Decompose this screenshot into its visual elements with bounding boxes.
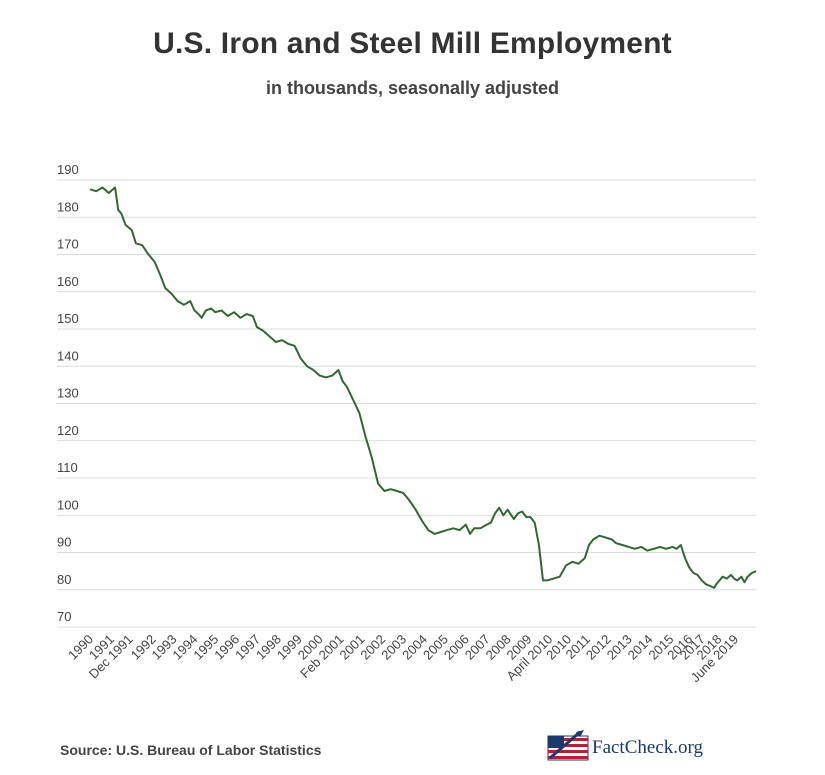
chart-subtitle: in thousands, seasonally adjusted — [265, 78, 560, 98]
y-tick-label: 150 — [57, 311, 79, 326]
y-tick-label: 160 — [57, 274, 79, 289]
y-tick-label: 90 — [57, 535, 71, 550]
y-tick-label: 120 — [57, 423, 79, 438]
line-chart: 70 80 90 100 110 120 130 140 150 160 170 180 190 199… — [57, 162, 757, 686]
series-line-employment — [89, 186, 757, 589]
flag-logo-icon — [547, 730, 589, 761]
factcheck-logo[interactable]: FactCheck.org — [546, 728, 746, 764]
y-tick-label: 190 — [57, 162, 79, 177]
y-tick-label: 140 — [57, 348, 79, 363]
y-tick-label: 130 — [57, 386, 79, 401]
y-axis-ticks: 70 80 90 100 110 120 130 140 150 160 170 180 190 — [57, 162, 79, 624]
series-layer — [89, 186, 757, 589]
y-tick-label: 70 — [57, 609, 71, 624]
y-tick-label: 180 — [57, 199, 79, 214]
y-tick-label: 80 — [57, 572, 71, 587]
y-tick-label: 100 — [57, 497, 79, 512]
logo-wordmark: FactCheck.org — [592, 737, 703, 758]
gridlines — [57, 179, 756, 628]
chart-title: U.S. Iron and Steel Mill Employment — [153, 27, 672, 60]
y-tick-label: 110 — [57, 460, 78, 475]
source-note: Source: U.S. Bureau of Labor Statistics — [60, 742, 322, 758]
y-tick-label: 170 — [57, 237, 79, 252]
